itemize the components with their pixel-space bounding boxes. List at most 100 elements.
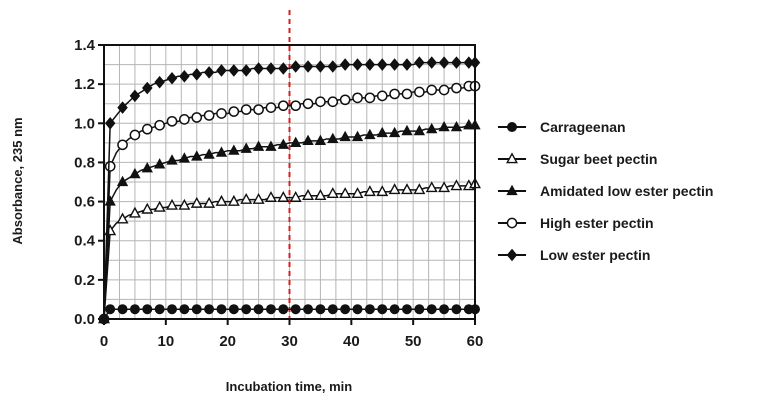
data-point [105,304,116,315]
data-point [438,56,450,69]
data-point [216,304,227,315]
legend-item-2: Amidated low ester pectin [498,183,713,199]
data-point [389,88,400,100]
x-tick-label: 30 [281,333,298,350]
data-point [339,187,352,199]
data-point [302,60,314,73]
data-point [364,58,376,71]
data-point [264,190,277,202]
data-point [364,304,375,315]
data-point [141,123,153,135]
data-point [278,62,289,75]
data-point [426,84,438,96]
legend: Carrageenan Sugar beet pectin Amidated low… [498,119,713,263]
y-tick-label: 1.0 [74,115,95,132]
data-point [315,60,326,73]
y-tick-label: 0.4 [74,233,96,250]
legend-marker [506,152,518,164]
data-point [154,158,166,169]
data-point [179,304,190,315]
data-point [117,101,128,114]
data-point [167,304,178,315]
series-4 [98,56,481,326]
data-point [104,160,116,172]
data-point [178,198,191,210]
data-point [141,202,154,214]
data-point [438,84,450,96]
data-point [339,94,351,106]
x-tick-label: 40 [343,333,360,350]
data-point [376,90,388,102]
data-point [314,134,327,145]
data-point [191,68,203,81]
data-point [228,304,239,315]
data-point [388,126,401,138]
data-point [253,62,264,75]
series-line [103,308,475,320]
data-point [339,58,351,71]
series-line [103,85,475,320]
data-point [142,304,153,315]
data-point [265,140,277,151]
data-point [339,130,351,142]
data-point [414,56,425,69]
y-tick-label: 0.8 [74,154,95,171]
data-point [302,98,314,110]
data-point [190,196,203,208]
y-axis-title: Absorbance, 235 nm [10,117,25,244]
legend-marker [507,122,517,132]
data-point [389,58,400,71]
data-point [277,100,289,112]
data-point [116,212,129,224]
data-point [240,142,252,153]
data-point [327,304,338,315]
data-point [117,139,128,151]
data-point [314,189,327,201]
data-point [352,58,363,71]
data-point [315,96,326,108]
data-point [141,162,153,173]
data-point [154,75,165,89]
data-point [116,175,129,187]
data-point [240,192,253,204]
data-point [376,126,388,138]
y-tick-label: 1.2 [74,76,95,93]
legend-item-1: Sugar beet pectin [498,151,657,167]
data-point [376,185,389,197]
data-point [302,189,315,201]
data-point [228,106,240,117]
data-point [413,124,425,136]
data-point [265,62,277,75]
data-point [240,104,252,115]
y-tick-label: 0.6 [74,194,95,211]
data-point [289,190,302,202]
legend-label: Amidated low ester pectin [540,183,713,199]
data-point [413,183,426,195]
data-point [327,132,339,144]
y-tick-label: 0.2 [74,272,95,289]
data-point [451,304,462,315]
data-point [277,138,289,149]
data-point [191,150,203,161]
legend-label: High ester pectin [540,215,654,231]
data-point [363,185,376,197]
data-point [426,56,437,69]
data-point [166,71,178,85]
data-point [154,119,165,131]
data-point [215,194,228,206]
data-point [129,167,141,179]
x-tick-label: 50 [405,333,422,350]
data-point [327,60,339,73]
x-tick-label: 20 [219,333,236,350]
legend-item-3: High ester pectin [498,215,654,231]
data-point [376,58,388,71]
legend-label: Low ester pectin [540,247,650,263]
data-point [252,192,265,204]
data-point [315,304,326,315]
data-point [265,102,277,113]
legend-marker [506,184,518,196]
series-line [103,61,475,320]
data-point [117,304,128,315]
legend-marker [506,248,518,262]
data-point [216,108,227,119]
